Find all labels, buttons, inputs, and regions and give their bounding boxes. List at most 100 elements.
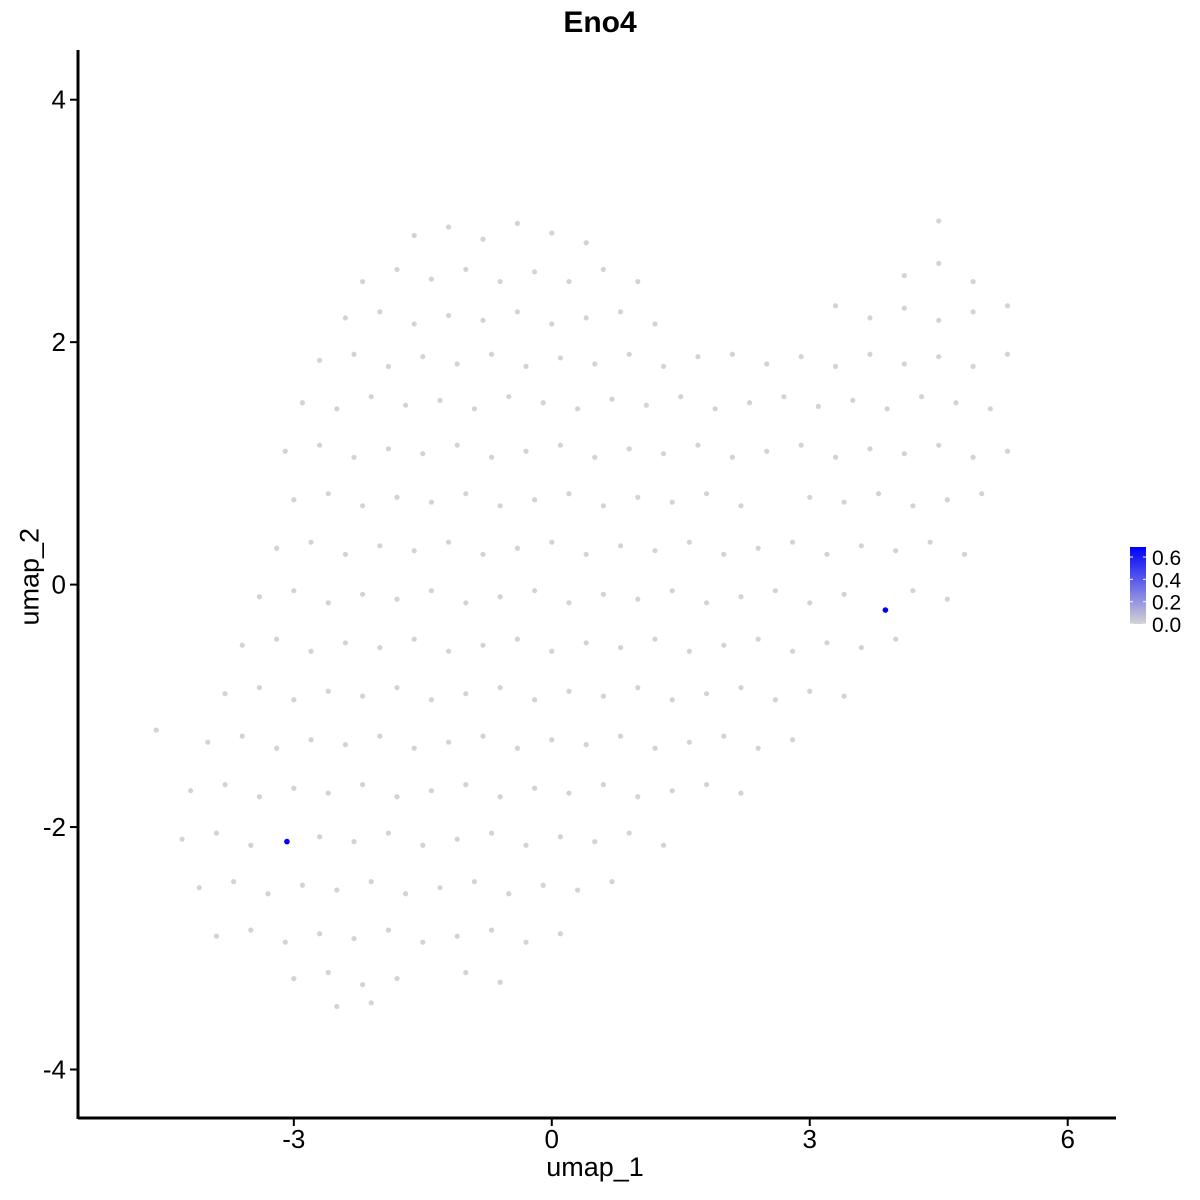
cell-point bbox=[463, 491, 469, 497]
cell-point bbox=[549, 539, 555, 545]
cell-point bbox=[213, 830, 220, 836]
legend-colorbar bbox=[1130, 547, 1146, 624]
cell-point bbox=[368, 394, 374, 400]
cell-point bbox=[153, 727, 159, 733]
cell-point bbox=[231, 879, 237, 885]
cell-point bbox=[291, 588, 297, 594]
cell-point bbox=[936, 218, 942, 224]
cell-point bbox=[807, 494, 813, 500]
cell-point bbox=[566, 688, 572, 694]
cell-point bbox=[377, 645, 383, 651]
cell-point bbox=[325, 969, 331, 976]
cell-point bbox=[635, 494, 641, 500]
cell-point bbox=[592, 361, 598, 367]
cell-point bbox=[403, 402, 409, 408]
cell-point bbox=[549, 321, 555, 327]
cell-point bbox=[523, 363, 529, 369]
cell-point bbox=[428, 276, 435, 282]
cell-point bbox=[446, 224, 452, 230]
cell-point bbox=[377, 733, 383, 739]
cell-point bbox=[970, 363, 976, 369]
x-axis-label: umap_1 bbox=[546, 1152, 644, 1182]
cell-point bbox=[256, 794, 263, 800]
cell-point bbox=[764, 448, 770, 454]
cell-point bbox=[411, 548, 417, 554]
cell-point bbox=[488, 927, 495, 933]
cell-point bbox=[583, 742, 589, 748]
cell-point bbox=[239, 642, 245, 648]
cell-point bbox=[686, 539, 692, 545]
cell-point bbox=[652, 636, 658, 642]
cell-point bbox=[394, 266, 400, 273]
cell-point bbox=[592, 839, 598, 845]
cell-point bbox=[282, 939, 288, 945]
cell-point bbox=[910, 503, 916, 509]
cell-point bbox=[308, 539, 314, 545]
cell-point bbox=[807, 688, 813, 694]
cell-point bbox=[196, 885, 202, 891]
cell-point bbox=[695, 354, 701, 360]
cell-point bbox=[377, 543, 383, 549]
cell-point bbox=[291, 697, 297, 703]
cell-point bbox=[660, 451, 667, 457]
y-tick-label: -2 bbox=[43, 812, 66, 842]
cell-point bbox=[317, 834, 323, 840]
cell-point bbox=[368, 879, 374, 885]
cell-point bbox=[540, 400, 546, 406]
cell-point bbox=[867, 446, 873, 452]
cell-point bbox=[274, 636, 280, 642]
cell-point bbox=[394, 975, 400, 982]
cell-point bbox=[944, 497, 950, 503]
points-layer bbox=[153, 218, 1011, 1010]
cell-point bbox=[342, 315, 349, 321]
cell-point bbox=[652, 548, 658, 554]
cell-point bbox=[652, 321, 658, 327]
cell-point bbox=[841, 499, 847, 505]
x-tick-label: -3 bbox=[282, 1124, 305, 1154]
cell-point bbox=[755, 545, 761, 551]
cell-point bbox=[953, 400, 959, 406]
cell-point bbox=[248, 842, 254, 848]
cell-point bbox=[566, 278, 572, 285]
cell-point bbox=[394, 494, 400, 500]
color-legend: 0.00.20.40.6 bbox=[1130, 547, 1182, 637]
cell-point bbox=[523, 448, 529, 454]
chart-title: Eno4 bbox=[563, 6, 637, 39]
cell-point bbox=[772, 588, 778, 594]
cell-point bbox=[738, 503, 744, 509]
cell-point bbox=[531, 497, 538, 503]
cell-point bbox=[428, 697, 435, 703]
cell-point bbox=[721, 551, 727, 557]
cell-point bbox=[325, 600, 331, 606]
cell-point bbox=[420, 354, 426, 360]
cell-point bbox=[1004, 448, 1011, 454]
cell-point bbox=[824, 551, 830, 557]
cell-point bbox=[360, 591, 366, 597]
legend-tick-label: 0.0 bbox=[1152, 614, 1181, 637]
cell-point bbox=[617, 733, 624, 739]
cell-point bbox=[867, 351, 873, 357]
cell-point bbox=[574, 887, 581, 893]
cell-point bbox=[463, 782, 469, 788]
cell-point bbox=[351, 935, 357, 942]
cell-point bbox=[738, 790, 744, 796]
cell-point bbox=[583, 315, 589, 321]
cell-point bbox=[437, 885, 443, 891]
cell-point bbox=[222, 782, 228, 788]
cell-point bbox=[686, 648, 692, 654]
cell-point bbox=[635, 794, 641, 800]
cell-point bbox=[497, 794, 503, 800]
cell-point bbox=[1004, 351, 1011, 357]
cell-point bbox=[205, 739, 211, 745]
cell-point bbox=[317, 442, 323, 448]
cell-point bbox=[325, 790, 331, 796]
cell-point bbox=[893, 636, 899, 642]
cell-point bbox=[385, 927, 392, 933]
cell-point bbox=[291, 975, 297, 982]
cell-point bbox=[781, 394, 787, 400]
cell-point bbox=[179, 836, 185, 842]
cell-point bbox=[428, 588, 435, 594]
cell-point bbox=[703, 691, 710, 697]
cell-point bbox=[334, 406, 340, 412]
cell-point bbox=[403, 891, 409, 897]
